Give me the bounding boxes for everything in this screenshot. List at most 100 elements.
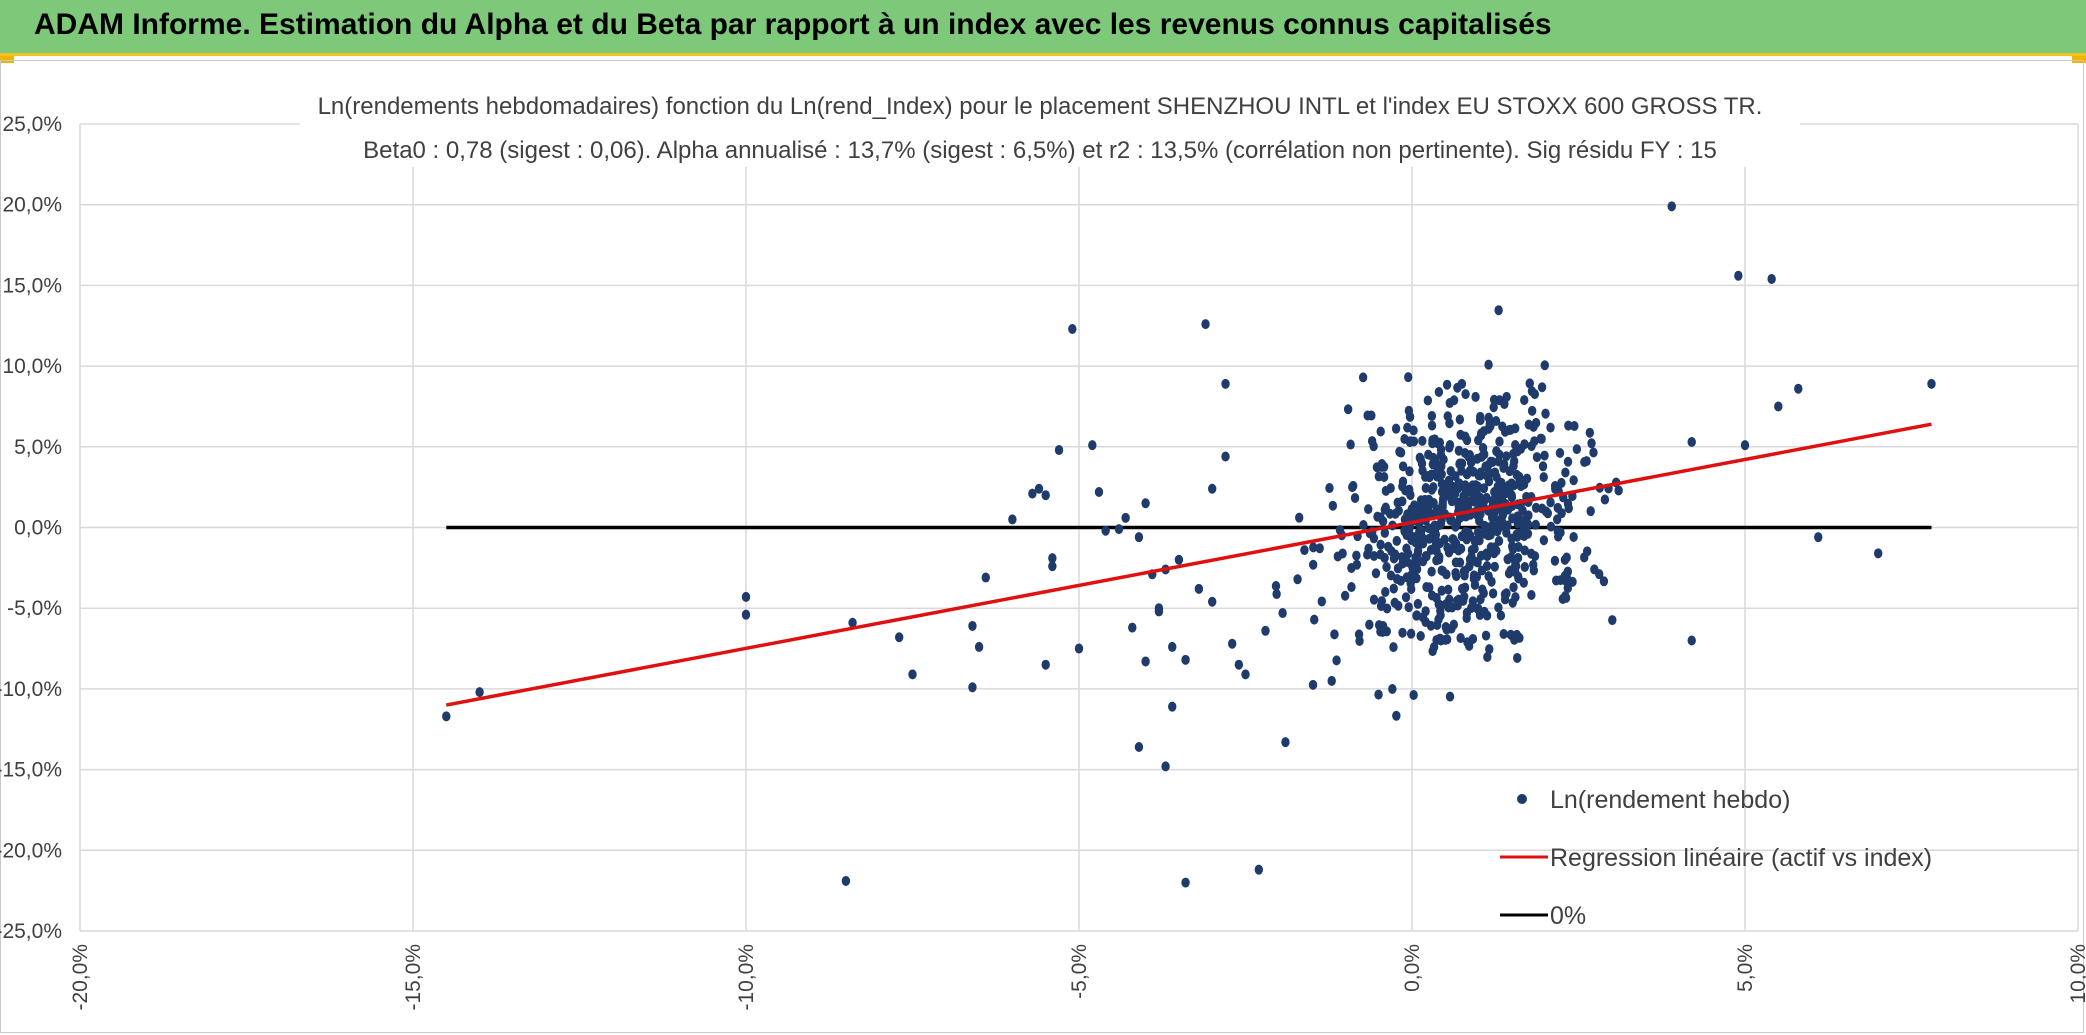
data-point [1599,576,1609,587]
data-point [1486,529,1495,540]
data-point [1460,570,1469,581]
data-point [1514,541,1523,552]
data-point [1473,557,1482,568]
data-point [1398,461,1408,472]
data-point [1449,619,1459,630]
data-point [1600,494,1610,505]
data-point [1432,506,1442,517]
data-point [1437,585,1446,596]
data-point [1564,420,1573,431]
data-point [1667,201,1676,212]
data-point [1458,595,1468,606]
data-point [1376,626,1385,637]
data-point [1740,440,1750,451]
data-point [1381,485,1391,496]
data-point [1141,498,1150,509]
data-point [1074,643,1084,654]
data-point [1414,509,1424,520]
chart-legend: Ln(rendement hebdo) Regression linéaire … [1500,786,1932,930]
data-point [1532,452,1542,463]
data-point [1417,531,1426,542]
data-point [1315,543,1324,554]
data-point [1509,480,1519,491]
data-point [1529,565,1539,576]
data-point [1463,637,1472,648]
data-point [1495,436,1504,447]
scatter-points [442,201,1936,888]
data-point [1390,549,1400,560]
data-point [1449,395,1459,406]
data-point [1498,509,1508,520]
data-point [1317,596,1326,607]
data-point [1546,422,1555,433]
data-point [1340,590,1350,601]
data-point [1335,525,1345,536]
data-point [1352,559,1362,570]
chart-frame [0,60,2084,1033]
data-point [1401,592,1411,603]
data-point [1473,534,1482,545]
data-point [1389,642,1398,653]
data-point [1514,471,1524,482]
y-tick-label: 10,0% [2,355,62,378]
data-point [1377,596,1387,607]
data-point [1403,509,1412,520]
data-point [1380,552,1389,563]
data-point [1382,561,1391,572]
data-point [1488,588,1498,599]
data-point [1523,519,1533,530]
data-point [1380,527,1390,538]
data-point [1405,466,1414,477]
data-point [1429,497,1438,508]
data-point [1088,440,1097,451]
data-point [1350,492,1360,503]
data-point [1278,608,1287,619]
data-point [1563,498,1573,509]
chart-title-line2: Beta0 : 0,78 (sigest : 0,06). Alpha annu… [363,137,1717,164]
data-point [1174,554,1184,565]
data-point [1431,455,1440,466]
data-point [1552,514,1562,525]
data-point [1513,446,1522,457]
data-point [1767,273,1776,284]
data-point [1363,410,1372,421]
data-point [1281,737,1290,748]
data-point [1443,542,1452,553]
data-point [1181,654,1190,665]
data-point [1369,441,1378,452]
data-point [1141,656,1150,667]
data-point [1403,548,1413,559]
x-tick-label: -20,0% [69,944,92,1011]
data-point [1418,465,1427,476]
data-point [1474,500,1483,511]
data-point [1509,582,1518,593]
data-point [1452,518,1462,529]
data-point [1541,408,1550,419]
data-point [1557,477,1566,488]
report-title: ADAM Informe. Estimation du Alpha et du … [34,8,1552,41]
x-tick-label: 5,0% [1734,944,1757,992]
data-point [1614,485,1623,496]
data-point [1569,531,1578,542]
data-point [1068,323,1077,334]
data-point [1446,466,1455,477]
data-point [1477,565,1487,576]
data-point [1436,444,1446,455]
data-point [1352,550,1361,561]
data-point [1501,522,1510,533]
data-point [1409,436,1419,447]
data-point [1418,612,1428,623]
data-point [1500,594,1510,605]
data-point [1538,461,1548,472]
data-point [1540,360,1549,371]
data-point [1476,430,1486,441]
data-point [1041,659,1050,670]
data-point [1479,588,1488,599]
data-point [1561,590,1570,601]
data-point [1536,433,1545,444]
data-point [1325,483,1334,494]
title-background [300,95,1800,167]
data-point [1489,402,1498,413]
data-point [1467,551,1476,562]
data-point [1449,495,1459,506]
